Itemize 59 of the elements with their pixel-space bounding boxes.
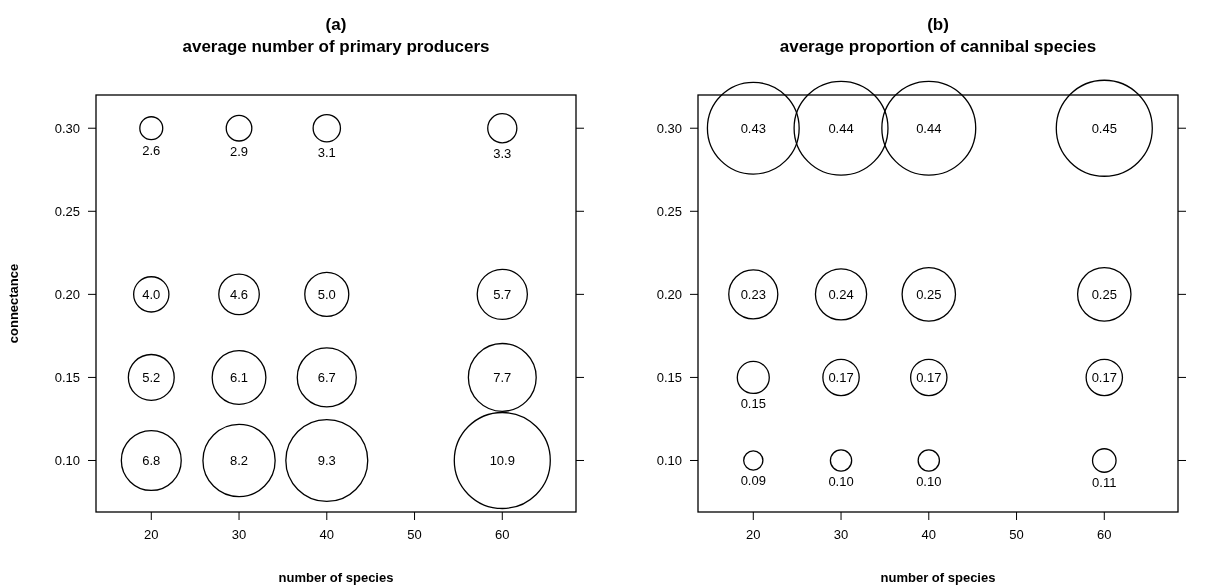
annotation: 3.3 bbox=[493, 145, 512, 161]
annotation: 0.45 bbox=[1091, 121, 1117, 137]
annotation: 0.15 bbox=[740, 396, 766, 412]
y-tick-label: 0.25 bbox=[656, 204, 682, 220]
annotation: 9.3 bbox=[317, 453, 336, 469]
annotation: 0.24 bbox=[828, 287, 854, 303]
y-tick-label: 0.20 bbox=[656, 287, 682, 303]
annotation: 4.0 bbox=[142, 287, 161, 303]
x-tick-label: 60 bbox=[495, 527, 510, 542]
annotation: 0.17 bbox=[1091, 370, 1117, 386]
annotation: 0.44 bbox=[916, 121, 942, 137]
annotation: 0.11 bbox=[1092, 475, 1117, 491]
annotation: 2.6 bbox=[142, 142, 161, 158]
x-tick-label: 50 bbox=[407, 527, 422, 542]
annotation: 6.8 bbox=[142, 453, 161, 469]
annotation: 0.25 bbox=[916, 287, 942, 303]
annotation: 6.1 bbox=[230, 370, 249, 386]
y-tick-label: 0.25 bbox=[54, 204, 80, 220]
x-axis-title: number of species bbox=[278, 570, 394, 585]
annotation: 3.1 bbox=[317, 144, 336, 160]
chart-subtitle: average proportion of cannibal species bbox=[779, 37, 1097, 56]
x-tick-label: 20 bbox=[144, 527, 159, 542]
annotation: 5.2 bbox=[142, 370, 161, 386]
annotation: 10.9 bbox=[489, 453, 515, 469]
annotation: 8.2 bbox=[230, 453, 249, 469]
annotation: 5.7 bbox=[493, 287, 512, 303]
x-tick-label: 30 bbox=[833, 527, 849, 542]
chart-subtitle: average number of primary producers bbox=[182, 37, 490, 56]
chart-title: (b) bbox=[927, 15, 949, 34]
annotation: 0.43 bbox=[740, 121, 766, 137]
annotation: 0.17 bbox=[916, 370, 942, 386]
y-tick-label: 0.15 bbox=[54, 370, 80, 386]
annotation: 2.9 bbox=[230, 144, 249, 160]
y-tick-label: 0.10 bbox=[54, 453, 80, 469]
annotation: 5.0 bbox=[317, 287, 336, 303]
annotation: 0.09 bbox=[740, 473, 766, 489]
x-tick-label: 60 bbox=[1097, 527, 1112, 542]
annotation: 0.10 bbox=[916, 474, 942, 490]
y-tick-label: 0.30 bbox=[54, 121, 80, 137]
x-tick-label: 30 bbox=[231, 527, 247, 542]
annotation: 0.44 bbox=[828, 121, 854, 137]
y-tick-label: 0.15 bbox=[656, 370, 682, 386]
x-tick-label: 40 bbox=[921, 527, 937, 542]
y-axis-title: connectance bbox=[6, 263, 21, 344]
annotation: 4.6 bbox=[230, 287, 249, 303]
x-tick-label: 20 bbox=[746, 527, 761, 542]
y-tick-label: 0.10 bbox=[656, 453, 682, 469]
annotation: 0.23 bbox=[740, 287, 766, 303]
x-axis-title: number of species bbox=[880, 570, 996, 585]
annotation: 0.17 bbox=[828, 370, 854, 386]
y-tick-label: 0.20 bbox=[54, 287, 80, 303]
annotation: 6.7 bbox=[317, 370, 336, 386]
y-tick-label: 0.30 bbox=[656, 121, 682, 137]
annotation: 7.7 bbox=[493, 370, 512, 386]
x-tick-label: 50 bbox=[1009, 527, 1024, 542]
annotation: 0.10 bbox=[828, 474, 854, 490]
chart-title: (a) bbox=[325, 15, 347, 34]
x-tick-label: 40 bbox=[319, 527, 335, 542]
annotation: 0.25 bbox=[1091, 287, 1117, 303]
